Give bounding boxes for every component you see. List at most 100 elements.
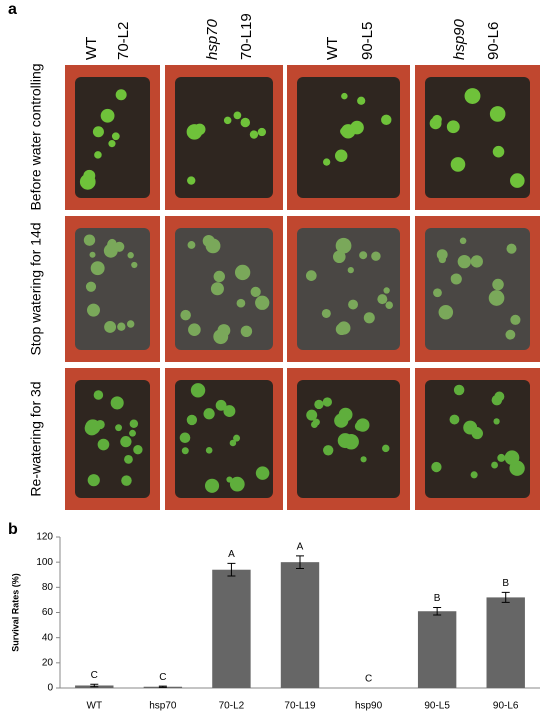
plant: [348, 299, 359, 310]
error-bar: [501, 591, 510, 603]
soil: [425, 77, 530, 198]
plant: [377, 294, 388, 305]
plant: [93, 390, 104, 400]
plant: [229, 476, 245, 492]
column-label: hsp70: [204, 18, 221, 60]
significance-letter: B: [434, 593, 441, 604]
plant: [450, 157, 466, 172]
plant: [492, 145, 505, 158]
plant: [357, 96, 366, 105]
plant: [79, 174, 96, 190]
plant: [236, 298, 246, 308]
soil: [425, 228, 530, 350]
y-axis-label: Survival Rates (%): [10, 573, 20, 652]
significance-letter: A: [228, 549, 235, 560]
plant: [506, 243, 517, 254]
column-label: 90-L5: [359, 22, 376, 60]
column-label: hsp90: [451, 18, 468, 60]
plant: [323, 445, 334, 456]
plant: [210, 282, 224, 296]
plant: [180, 309, 191, 321]
plant: [187, 176, 196, 185]
plant: [453, 384, 465, 396]
y-tick-label: 40: [42, 632, 54, 643]
plant: [204, 478, 220, 493]
error-bar: [433, 606, 442, 616]
plant: [321, 308, 331, 318]
x-tick-label: 70-L19: [284, 701, 316, 712]
plant: [489, 106, 506, 122]
plant: [382, 444, 390, 453]
plant: [107, 239, 117, 250]
x-tick-label: 90-L5: [424, 701, 450, 712]
plant: [457, 254, 471, 269]
plant: [233, 434, 241, 442]
plant: [341, 92, 348, 100]
plant: [450, 274, 458, 281]
plant: [470, 255, 483, 268]
x-tick-label: hsp70: [149, 701, 177, 712]
y-tick-label: 20: [42, 657, 54, 668]
plant: [213, 329, 229, 345]
soil: [175, 380, 273, 498]
soil: [75, 228, 150, 350]
plant: [90, 261, 105, 276]
plant: [229, 439, 237, 447]
plant: [194, 123, 206, 136]
column-label: WT: [83, 37, 100, 60]
plant: [312, 418, 320, 426]
plant: [335, 323, 348, 336]
plant: [203, 408, 215, 420]
plant: [438, 305, 454, 320]
significance-letter: C: [159, 672, 166, 683]
plant: [129, 429, 136, 437]
plant: [433, 288, 442, 298]
error-bar: [90, 683, 99, 688]
soil: [75, 380, 150, 498]
plant: [115, 424, 122, 432]
x-tick-label: WT: [87, 701, 103, 712]
plant: [371, 251, 381, 261]
soil: [175, 228, 273, 350]
plant: [234, 264, 251, 281]
plant: [121, 475, 132, 486]
plant: [497, 453, 506, 462]
plant: [449, 414, 460, 425]
plant: [240, 117, 251, 128]
plant: [111, 132, 120, 141]
plant: [87, 303, 100, 317]
soil: [175, 77, 273, 198]
plant: [385, 301, 393, 309]
column-label: 70-L2: [115, 22, 132, 60]
plant: [322, 158, 331, 166]
plant: [179, 432, 191, 444]
plant: [181, 447, 189, 455]
plant: [464, 88, 481, 104]
plant: [337, 433, 353, 449]
plant: [429, 117, 442, 130]
plant: [117, 322, 126, 331]
row-label: Before water controlling: [28, 63, 44, 210]
row-label: Stop watering for 14d: [28, 222, 44, 355]
plant: [110, 396, 124, 410]
plant: [431, 461, 442, 473]
plant: [338, 407, 353, 422]
x-tick-label: hsp90: [355, 701, 383, 712]
column-label: WT: [324, 37, 341, 60]
bar: [280, 562, 320, 688]
plant: [186, 414, 198, 426]
plant: [85, 419, 101, 435]
panel-label: a: [8, 1, 17, 18]
y-tick-label: 120: [36, 532, 53, 543]
plant: [250, 286, 261, 297]
plant: [504, 450, 520, 466]
plant: [322, 397, 332, 407]
plant: [255, 466, 270, 480]
plant: [87, 474, 100, 487]
plant: [334, 149, 348, 163]
plant: [510, 173, 525, 188]
plant: [459, 237, 467, 245]
y-tick-label: 0: [47, 683, 53, 694]
plant: [438, 255, 446, 264]
x-tick-label: 70-L2: [219, 701, 245, 712]
